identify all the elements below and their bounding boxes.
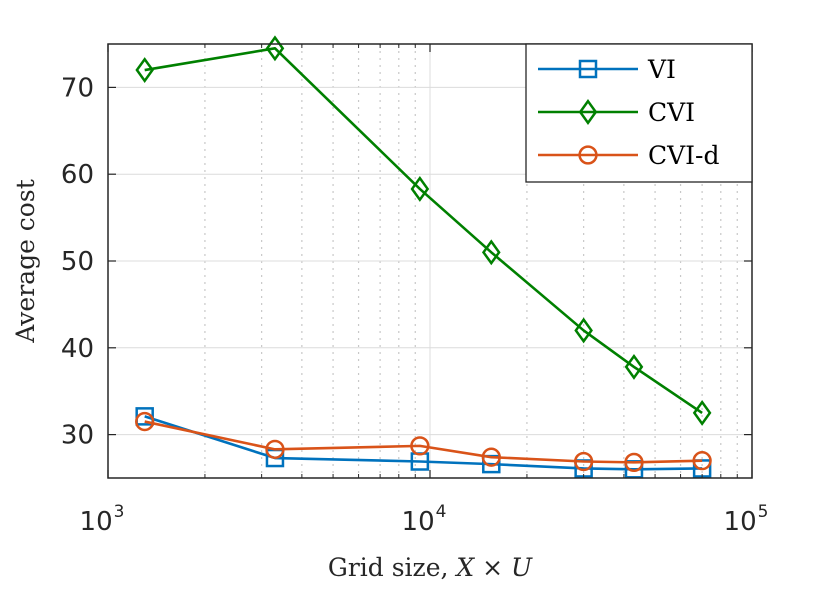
circle-marker bbox=[135, 411, 155, 432]
diamond-marker bbox=[410, 176, 430, 202]
legend-label: CVI-d bbox=[648, 141, 720, 170]
series-cvi-d bbox=[135, 411, 712, 473]
series-line bbox=[144, 420, 703, 464]
diamond-marker bbox=[624, 353, 644, 380]
diamond-marker bbox=[578, 99, 598, 125]
x-tick-base: 10 bbox=[80, 507, 113, 537]
circle-marker bbox=[573, 451, 594, 472]
circle-marker bbox=[692, 450, 712, 471]
x-tick-exponent: 5 bbox=[758, 502, 769, 522]
y-tick-label: 50 bbox=[61, 247, 94, 277]
x-axis-label: Grid size, X × U bbox=[328, 553, 533, 582]
diamond-marker bbox=[135, 57, 155, 83]
circle-marker bbox=[481, 447, 501, 467]
y-tick-label: 60 bbox=[61, 160, 94, 190]
legend-item: CVI-d bbox=[538, 141, 720, 170]
x-axis-label-math: X × U bbox=[454, 553, 533, 582]
legend-label: CVI bbox=[648, 98, 695, 127]
x-tick-label: 105 bbox=[724, 502, 769, 537]
x-tick-base: 10 bbox=[724, 507, 757, 537]
diamond-marker bbox=[481, 239, 501, 266]
square-marker bbox=[578, 59, 598, 79]
x-tick-exponent: 3 bbox=[114, 502, 125, 522]
x-tick-base: 10 bbox=[402, 507, 435, 537]
legend-item: VI bbox=[538, 55, 676, 84]
x-tick-label: 104 bbox=[402, 502, 447, 537]
diamond-marker bbox=[574, 317, 593, 344]
x-tick-label: 103 bbox=[80, 502, 125, 537]
y-tick-label: 70 bbox=[61, 73, 94, 103]
legend-item: CVI bbox=[538, 98, 695, 127]
circle-marker bbox=[624, 452, 644, 473]
diamond-marker bbox=[692, 399, 712, 426]
series-vi bbox=[135, 407, 712, 479]
axis-ticks bbox=[107, 44, 753, 478]
y-axis-label: Average cost bbox=[11, 179, 40, 344]
legend: VI CVI CVI-d bbox=[525, 43, 753, 183]
x-axis-label-text: Grid size, bbox=[328, 553, 457, 582]
y-tick-label: 30 bbox=[61, 421, 94, 451]
series-line bbox=[144, 47, 703, 414]
y-tick-label: 40 bbox=[61, 334, 94, 364]
circle-marker bbox=[410, 436, 430, 456]
circle-marker bbox=[265, 439, 285, 460]
circle-marker bbox=[578, 145, 598, 165]
x-tick-exponent: 4 bbox=[436, 502, 447, 522]
legend-label: VI bbox=[647, 55, 676, 84]
